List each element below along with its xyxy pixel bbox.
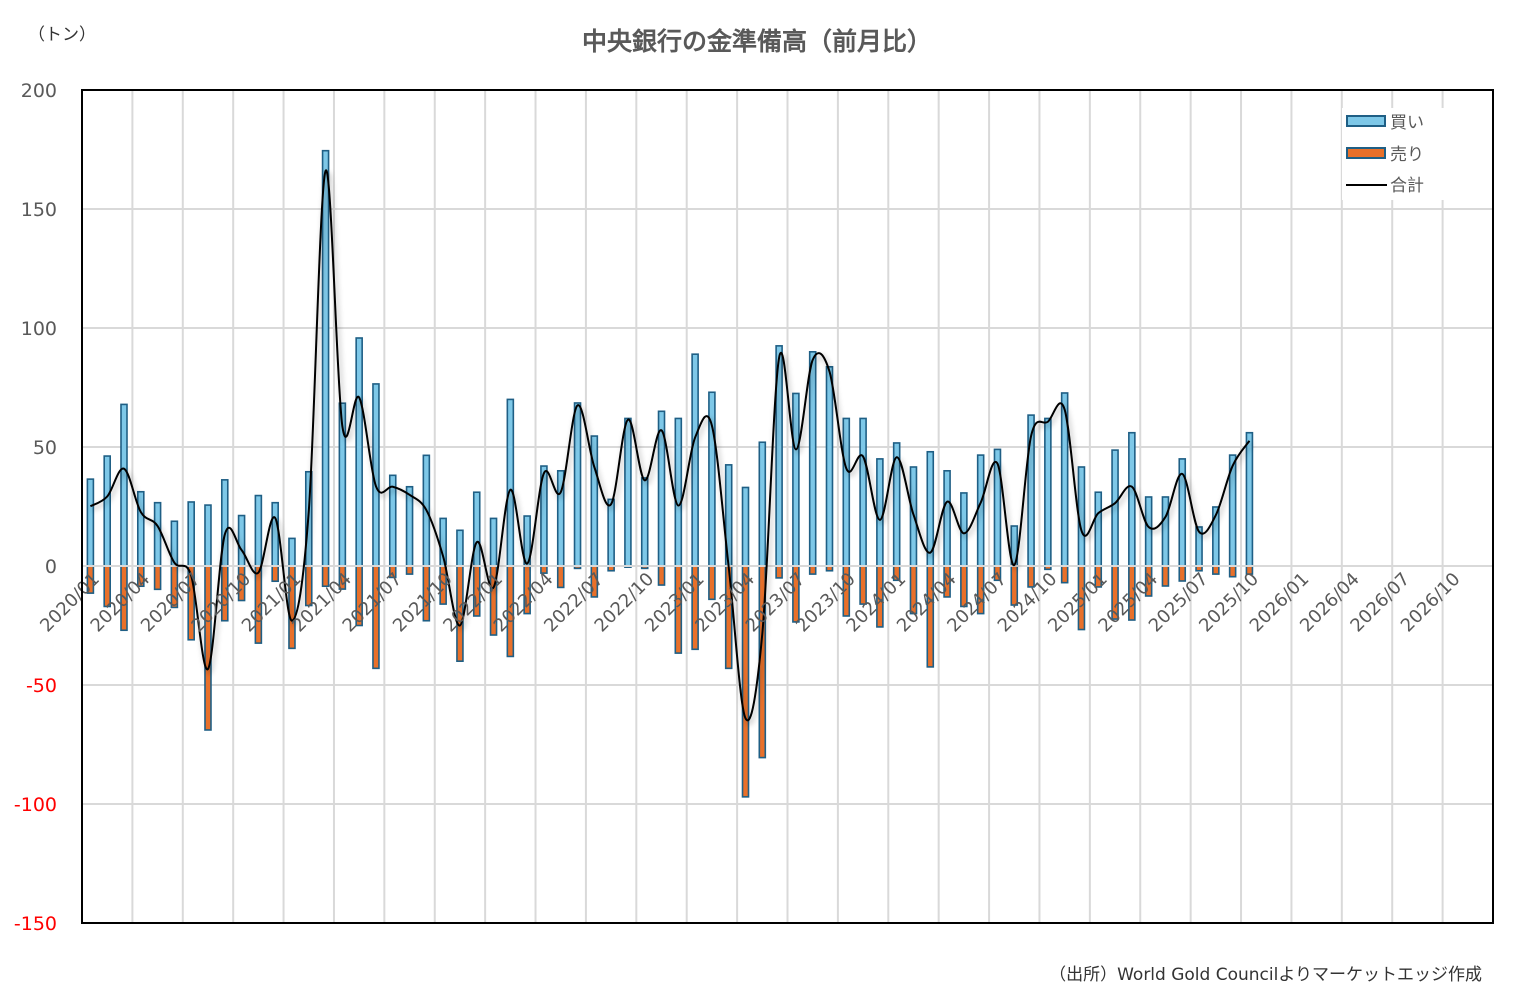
buy-bar bbox=[288, 537, 296, 567]
buy-bar bbox=[640, 477, 649, 567]
buy-bar bbox=[859, 417, 867, 567]
buy-bar bbox=[842, 417, 851, 567]
legend-label-total: 合計 bbox=[1390, 176, 1424, 196]
sell-bar bbox=[1060, 565, 1069, 584]
y-tick-label: 150 bbox=[21, 199, 57, 221]
buy-bar bbox=[758, 441, 767, 567]
buy-bar bbox=[1245, 431, 1254, 567]
buy-bar bbox=[254, 494, 263, 567]
x-axis-ticks: 2020/012020/042020/072020/102021/012021/… bbox=[36, 569, 1464, 637]
buy-bar bbox=[456, 529, 464, 567]
y-tick-label: 200 bbox=[21, 80, 57, 102]
total-line-group bbox=[89, 169, 1251, 722]
source-note: （出所）World Gold Councilよりマーケットエッジ作成 bbox=[1049, 965, 1482, 985]
sell-bar bbox=[153, 565, 162, 591]
sell-bar bbox=[741, 565, 750, 798]
legend-label-buy: 買い bbox=[1390, 113, 1424, 133]
sell-bar bbox=[775, 565, 783, 579]
y-tick-label: 100 bbox=[21, 318, 57, 340]
buy-bar bbox=[808, 350, 817, 567]
sell-bar bbox=[271, 565, 279, 583]
sell-bar bbox=[1212, 565, 1220, 575]
unit-label: （トン） bbox=[28, 25, 96, 45]
buy-bar bbox=[388, 474, 397, 567]
buy-bar bbox=[187, 501, 195, 567]
sell-bar bbox=[556, 565, 565, 589]
sell-bar bbox=[708, 565, 716, 601]
gridlines bbox=[82, 89, 1493, 924]
buy-bar bbox=[691, 353, 699, 567]
buy-bar bbox=[86, 478, 95, 567]
buy-bar bbox=[943, 469, 951, 567]
y-tick-label: 0 bbox=[45, 556, 57, 578]
buy-bar bbox=[1111, 449, 1119, 567]
buy-bar bbox=[792, 392, 800, 567]
y-tick-label: -50 bbox=[26, 675, 57, 697]
chart-title: 中央銀行の金準備高（前月比） bbox=[582, 27, 932, 56]
buy-bar bbox=[976, 454, 985, 567]
buy-bar bbox=[153, 501, 162, 567]
sell-bar bbox=[204, 565, 212, 731]
y-axis-ticks: 200 150 100 50 0 -50 -100 -150 bbox=[14, 80, 57, 935]
buy-bar bbox=[506, 398, 515, 567]
buy-bar bbox=[136, 490, 145, 567]
buy-bar bbox=[993, 448, 1002, 567]
buy-bar bbox=[1044, 417, 1052, 567]
buy-bar bbox=[489, 517, 498, 567]
buy-bar bbox=[405, 485, 414, 567]
sell-bar bbox=[657, 565, 666, 586]
buy-bar bbox=[472, 491, 481, 567]
legend-swatch-buy bbox=[1346, 115, 1386, 127]
buy-bar bbox=[355, 337, 363, 567]
legend-label-sell: 売り bbox=[1390, 145, 1424, 165]
buy-bar bbox=[120, 403, 128, 567]
buy-bar bbox=[607, 498, 615, 567]
buy-bar bbox=[1128, 431, 1136, 567]
buy-bar bbox=[204, 504, 212, 567]
legend-swatch-sell bbox=[1346, 147, 1386, 159]
buy-bar bbox=[960, 492, 968, 567]
y-tick-label: 50 bbox=[33, 437, 57, 459]
plot-area-border bbox=[81, 89, 1494, 924]
sell-bar bbox=[405, 565, 414, 575]
buy-bar bbox=[674, 417, 683, 567]
buy-bar bbox=[237, 514, 246, 567]
buy-bar bbox=[573, 402, 582, 567]
buy-bar bbox=[103, 455, 111, 567]
buy-bar bbox=[1144, 496, 1153, 567]
sell-bar bbox=[808, 565, 817, 575]
y-tick-label: -150 bbox=[14, 913, 57, 935]
sell-bar bbox=[1178, 565, 1187, 582]
buy-bar bbox=[1161, 496, 1170, 567]
buy-bar bbox=[1094, 491, 1103, 567]
total-line bbox=[89, 169, 1251, 722]
sell-bar bbox=[1228, 565, 1237, 578]
buy-bar bbox=[321, 149, 330, 567]
buy-bar bbox=[876, 458, 884, 567]
buy-bar bbox=[271, 501, 279, 567]
sell-bar bbox=[1161, 565, 1170, 587]
buy-bar bbox=[624, 417, 632, 567]
legend: 買い 売り 合計 bbox=[1342, 108, 1447, 200]
buy-bar bbox=[741, 486, 750, 567]
buy-bar bbox=[825, 365, 834, 567]
y-tick-label: -100 bbox=[14, 794, 57, 816]
